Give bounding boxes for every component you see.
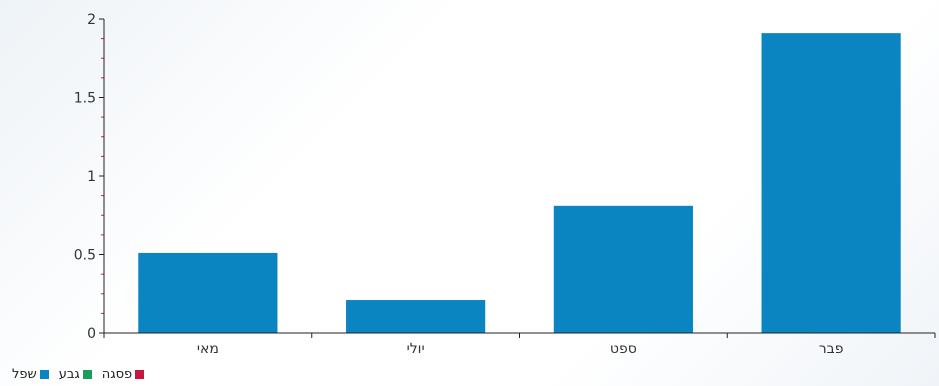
bar-1[interactable] [346,300,486,333]
bar-2[interactable] [553,205,693,333]
legend: שפל גבע פסגה [12,367,145,382]
legend-label-low: שפל [12,367,37,382]
x-tick-label-2: ספט [610,341,637,357]
x-axis: מאי יולי ספט פבר [103,332,936,357]
y-tick-label-0: 0 [87,326,96,342]
legend-label-peak: פסגה [101,367,133,382]
x-tick-label-3: פבר [819,341,844,357]
y-tick-label-1: 0.5 [74,248,96,264]
y-tick-label-4: 2 [87,12,96,28]
y-tick-label-2: 1 [87,169,96,185]
y-axis: 0 0.5 1 1.5 2 [74,12,105,342]
bar-3[interactable] [761,33,901,333]
legend-swatch-low [39,370,49,379]
legend-item-mid[interactable]: גבע [59,367,92,382]
bars [138,33,901,333]
x-tick-label-1: יולי [407,341,425,357]
y-tick-label-3: 1.5 [74,91,96,107]
legend-swatch-peak [135,370,145,379]
legend-item-low[interactable]: שפל [12,367,49,382]
legend-label-mid: גבע [58,367,80,382]
legend-item-peak[interactable]: פסגה [101,367,145,382]
x-tick-label-0: מאי [197,341,219,357]
legend-swatch-mid [82,370,92,379]
bar-0[interactable] [138,252,278,333]
